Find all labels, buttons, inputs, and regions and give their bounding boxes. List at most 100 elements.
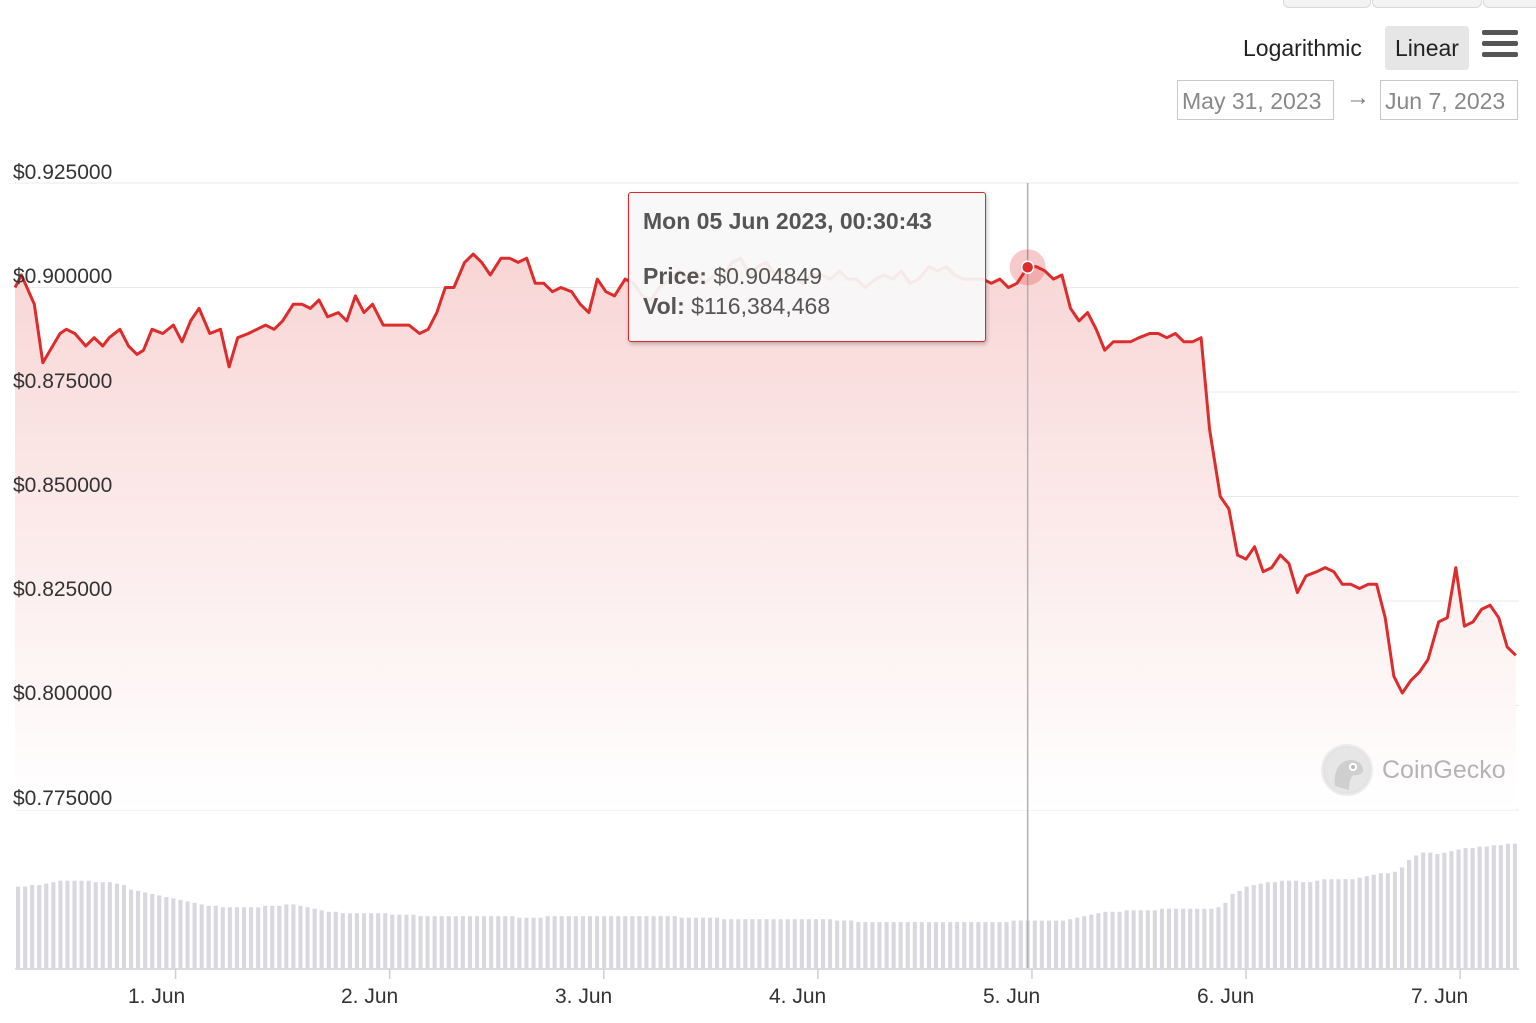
volume-bar [37, 885, 42, 968]
volume-bar [771, 919, 776, 968]
volume-bar [708, 917, 713, 968]
volume-bar [806, 919, 811, 968]
volume-bar [157, 895, 162, 968]
volume-bar [1124, 910, 1129, 968]
volume-bar [955, 922, 960, 968]
volume-bar [305, 907, 310, 968]
volume-bar [397, 914, 402, 968]
volume-bar [1442, 852, 1447, 968]
volume-bar [1294, 880, 1299, 968]
volume-bar [178, 899, 183, 968]
date-from-input[interactable]: May 31, 2023 [1177, 80, 1334, 120]
volume-bar [693, 917, 698, 968]
volume-bar [679, 917, 684, 968]
volume-bar [835, 920, 840, 968]
range-tab[interactable] [1283, 0, 1371, 8]
volume-bar [425, 916, 430, 968]
volume-bar [969, 922, 974, 968]
volume-bar [192, 902, 197, 968]
range-tab[interactable] [1372, 0, 1482, 8]
volume-bar [1096, 913, 1101, 968]
volume-bar [587, 916, 592, 968]
volume-bar [637, 916, 642, 968]
volume-bar [383, 913, 388, 968]
volume-bar [863, 922, 868, 968]
volume-bar [672, 916, 677, 968]
range-tab[interactable] [1483, 0, 1536, 8]
volume-bar [870, 922, 875, 968]
volume-bar [821, 919, 826, 968]
volume-bar [1181, 908, 1186, 968]
date-to-input[interactable]: Jun 7, 2023 [1380, 80, 1518, 120]
volume-bar [1188, 908, 1193, 968]
volume-bar [729, 919, 734, 968]
volume-bar [496, 916, 501, 968]
volume-bar [1223, 902, 1228, 968]
volume-bar [1082, 916, 1087, 968]
volume-bar [1301, 882, 1306, 968]
volume-bar [602, 916, 607, 968]
volume-bar [983, 922, 988, 968]
volume-bar [1018, 920, 1023, 968]
volume-bar [1329, 879, 1334, 968]
volume-bar [884, 922, 889, 968]
volume-bar [510, 916, 515, 968]
volume-bar [432, 916, 437, 968]
volume-bar [100, 882, 105, 968]
hover-point[interactable] [1020, 260, 1035, 274]
volume-bar [1195, 908, 1200, 968]
volume-bar [1152, 910, 1157, 968]
volume-bar [686, 917, 691, 968]
volume-bar [573, 916, 578, 968]
volume-bar [362, 913, 367, 968]
volume-bar [460, 916, 465, 968]
logarithmic-scale-button[interactable]: Logarithmic [1243, 35, 1362, 61]
volume-bar [1456, 849, 1461, 968]
x-tick-label: 6. Jun [1197, 985, 1255, 1008]
volume-bar [263, 905, 268, 968]
volume-bar [517, 917, 522, 968]
volume-bar [1407, 860, 1412, 968]
volume-bar [715, 917, 720, 968]
volume-bar [1075, 917, 1080, 968]
volume-bar [30, 885, 35, 968]
volume-bar [948, 922, 953, 968]
volume-bar [1371, 874, 1376, 968]
volume-bar [234, 907, 239, 968]
hamburger-menu-icon[interactable] [1482, 30, 1518, 58]
volume-bar [764, 919, 769, 968]
x-tick-label: 5. Jun [983, 985, 1041, 1008]
x-tick-label: 4. Jun [769, 985, 827, 1008]
volume-bar [150, 894, 155, 968]
volume-bar [1378, 873, 1383, 968]
volume-bar [136, 891, 141, 968]
volume-bar [1477, 846, 1482, 968]
volume-bar [785, 919, 790, 968]
watermark-text: CoinGecko [1382, 756, 1506, 784]
volume-bar [482, 916, 487, 968]
volume-bar [376, 913, 381, 968]
volume-bar [545, 916, 550, 968]
volume-bar [1400, 867, 1405, 968]
volume-bar [65, 880, 70, 968]
x-tick-label: 3. Jun [555, 985, 613, 1008]
price-tooltip: Mon 05 Jun 2023, 00:30:43 Price: $0.9048… [628, 192, 986, 342]
volume-bar [143, 892, 148, 968]
volume-bar [828, 919, 833, 968]
volume-bar [1046, 920, 1051, 968]
volume-bar [623, 916, 628, 968]
volume-bar [997, 922, 1002, 968]
volume-bar [270, 905, 275, 968]
arrow-right-icon: → [1346, 84, 1370, 111]
volume-bar [1237, 891, 1242, 968]
volume-bar [319, 910, 324, 968]
volume-bar [114, 883, 119, 968]
volume-bar [298, 905, 303, 968]
volume-bar [595, 916, 600, 968]
linear-scale-button[interactable]: Linear [1385, 26, 1469, 70]
volume-bar [453, 916, 458, 968]
volume-bar [1491, 845, 1496, 968]
volume-bar [976, 922, 981, 968]
volume-bar [390, 914, 395, 968]
